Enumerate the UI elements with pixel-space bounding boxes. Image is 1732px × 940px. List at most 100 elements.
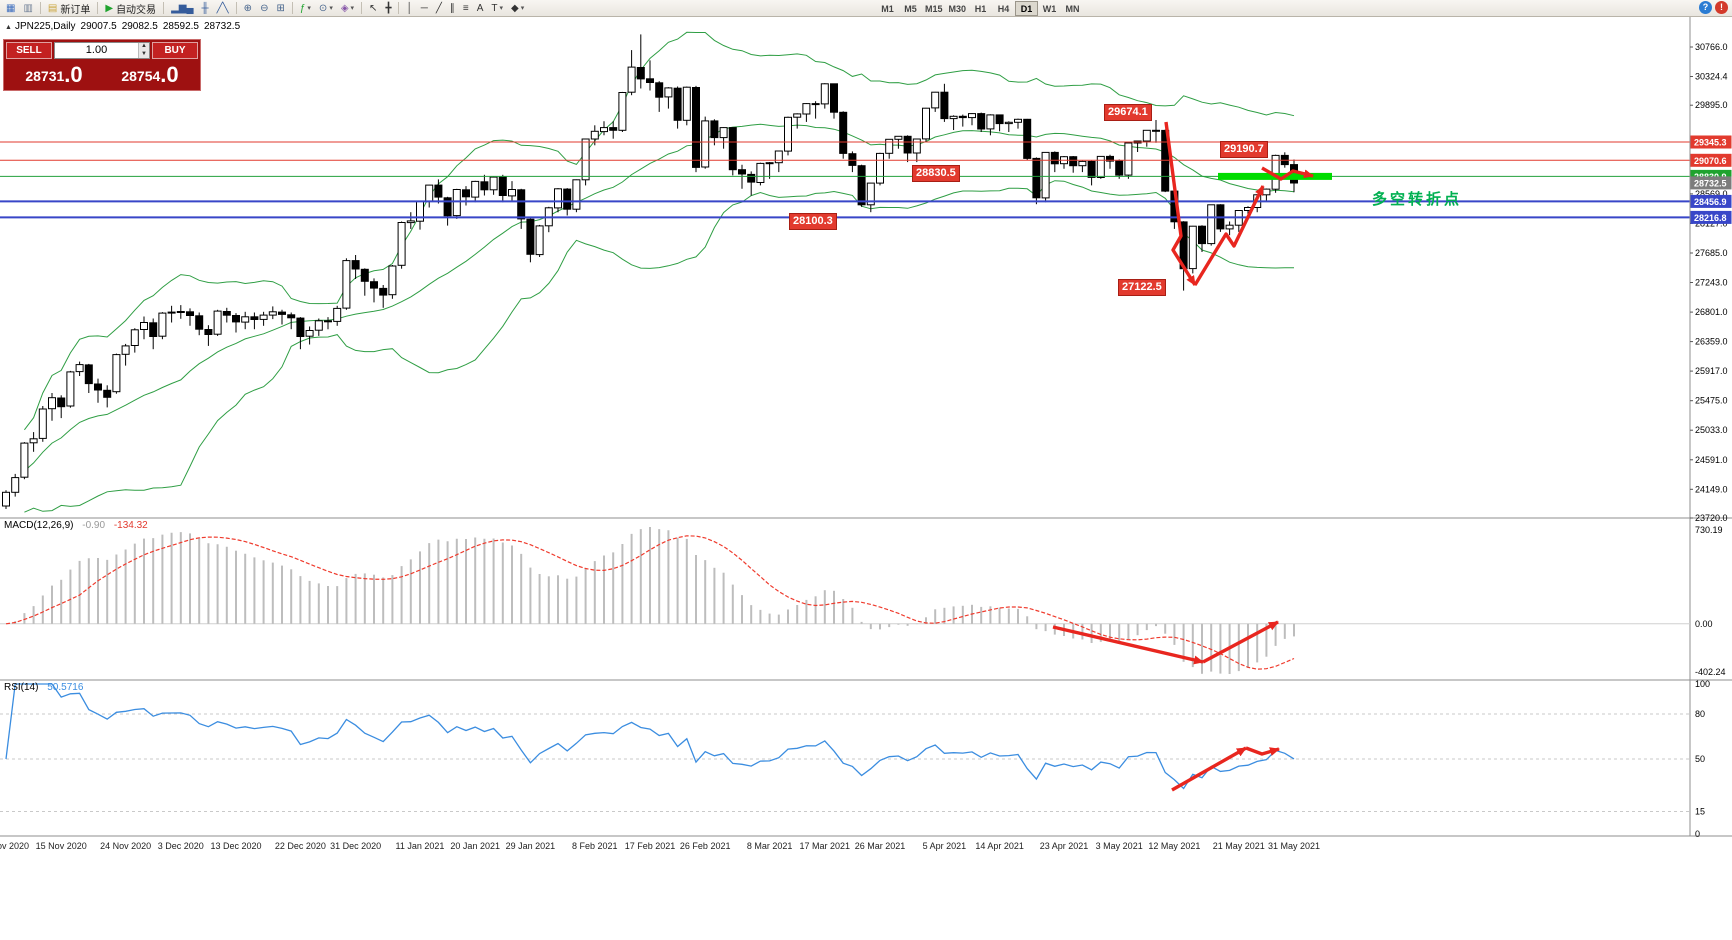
sell-button[interactable]: SELL — [6, 42, 52, 59]
svg-text:30324.4: 30324.4 — [1695, 72, 1728, 82]
periods-icon[interactable]: ⊙ ▾ — [315, 1, 337, 16]
timeframe-h4-button[interactable]: H4 — [997, 4, 1010, 14]
indicators-icon[interactable]: ƒ ▾ — [296, 1, 315, 16]
zoom-in-icon[interactable]: ⊕ — [240, 1, 256, 16]
trendline-icon[interactable]: ╱ — [432, 1, 446, 16]
rsi-line — [5, 683, 1295, 790]
svg-text:15 Nov 2020: 15 Nov 2020 — [36, 841, 87, 851]
candlestick-chart-icon[interactable]: ╫ — [198, 1, 213, 16]
sell-price[interactable]: 28731.0 — [6, 59, 102, 88]
macd-axis[interactable]: 730.19 0.00 -402.24 — [1695, 525, 1726, 677]
horizontal-line-icon[interactable]: ─ — [417, 1, 432, 16]
svg-text:13 Dec 2020: 13 Dec 2020 — [210, 841, 261, 851]
new-order-button: ▤ — [47, 2, 58, 14]
text-icon: A — [476, 2, 484, 14]
text-label-icon[interactable]: T ▾ — [487, 1, 507, 16]
caret-down-icon: ▾ — [520, 5, 525, 12]
cursor-icon[interactable]: ↖ — [365, 1, 381, 16]
vertical-line-icon[interactable]: │ — [402, 1, 416, 16]
alert-icon[interactable]: ! — [1715, 1, 1728, 14]
toolbar-group: ƒ ▾ ⊙ ▾ ◈ ▾ — [296, 1, 358, 16]
timeframe-d1-button[interactable]: D1 — [1015, 1, 1039, 16]
rsi-axis[interactable]: 100 80 50 15 0 — [1695, 679, 1710, 839]
svg-text:31 May 2021: 31 May 2021 — [1268, 841, 1320, 851]
toolbar-group: ▦ ▥ — [2, 1, 37, 16]
time-axis[interactable]: 5 Nov 2020 15 Nov 2020 24 Nov 2020 3 Dec 20… — [0, 841, 1320, 851]
tile-windows-icon[interactable]: ⊞ — [272, 1, 288, 16]
shapes-icon[interactable]: ◆ ▾ — [507, 1, 528, 16]
swing-low-label[interactable]: 27122.5 — [1118, 279, 1166, 296]
svg-text:27685.0: 27685.0 — [1695, 248, 1728, 258]
timeframe-h1-button[interactable]: H1 — [974, 4, 987, 14]
chart-symbol-ohlc: ▲ JPN225,Daily 29007.5 29082.5 28592.5 28732.… — [5, 21, 245, 32]
community-icon[interactable]: ? — [1699, 1, 1712, 14]
trendline-icon: ╱ — [435, 2, 442, 14]
price-trend-arrows[interactable] — [1164, 121, 1314, 286]
timeframe-m30-button[interactable]: M30 — [948, 4, 967, 14]
turning-point-note[interactable]: 多空转折点 — [1372, 191, 1463, 208]
swing-high-label[interactable]: 29674.1 — [1104, 104, 1152, 121]
new-order-button[interactable]: ▤ 新订单 — [44, 1, 94, 16]
line-chart-icon[interactable]: ╱╲ — [213, 1, 233, 16]
text-icon[interactable]: A — [473, 1, 488, 16]
volume-input[interactable]: 1.00 — [85, 44, 108, 56]
svg-text:26359.0: 26359.0 — [1695, 337, 1728, 347]
fibonacci-icon: ≡ — [462, 2, 469, 14]
caret-down-icon: ▾ — [329, 5, 333, 12]
caret-down-icon: ▾ — [499, 5, 503, 12]
buy-button[interactable]: BUY — [152, 42, 198, 59]
volume-decrease-button[interactable]: ▼ — [139, 50, 149, 58]
volume-increase-button[interactable]: ▲ — [139, 43, 149, 51]
new-chart-icon[interactable]: ▦ — [2, 1, 19, 16]
macd-indicator-label: MACD(12,26,9) -0.90 -134.32 — [4, 520, 148, 531]
zoom-in-icon: ⊕ — [243, 2, 253, 14]
timeframe-mn-button[interactable]: MN — [1065, 4, 1080, 14]
channel-icon[interactable]: ∥ — [446, 1, 459, 16]
bollinger-bands — [24, 31, 1295, 513]
fibonacci-icon[interactable]: ≡ — [459, 1, 473, 16]
collapse-triangle-icon[interactable]: ▲ — [5, 24, 12, 31]
channel-icon: ∥ — [449, 2, 455, 14]
timeframe-w1-button[interactable]: W1 — [1042, 4, 1057, 14]
autotrading-button[interactable]: ▶ 自动交易 — [101, 1, 160, 16]
svg-text:29 Jan 2021: 29 Jan 2021 — [506, 841, 556, 851]
rsi-trend-arrows[interactable] — [1171, 746, 1280, 792]
timeframe-m5-button[interactable]: M5 — [904, 4, 917, 14]
profiles-icon[interactable]: ▥ — [19, 1, 36, 16]
text-label-icon: T — [491, 2, 498, 14]
timeframe-m1-button[interactable]: M1 — [881, 4, 894, 14]
svg-text:-402.24: -402.24 — [1695, 667, 1726, 677]
bollinger-upper-line — [24, 31, 1295, 431]
toolbar-group: ▂▆▄ ╫ ╱╲ — [167, 1, 233, 16]
svg-text:8 Feb 2021: 8 Feb 2021 — [572, 841, 618, 851]
support-label[interactable]: 28100.3 — [789, 213, 837, 230]
horizontal-level-lines[interactable] — [0, 141, 1690, 219]
toolbar-separator — [97, 2, 99, 14]
sell-price-frac: .0 — [64, 62, 83, 87]
macd-signal-line — [5, 535, 1295, 670]
svg-text:26 Feb 2021: 26 Feb 2021 — [680, 841, 731, 851]
symbol-period-label: JPN225,Daily — [14, 21, 76, 32]
svg-text:22 Dec 2020: 22 Dec 2020 — [275, 841, 326, 851]
price-axis[interactable]: 30766.030324.429895.028569.028127.027685… — [1690, 42, 1732, 523]
templates-icon: ◈ — [340, 2, 349, 14]
svg-text:24 Nov 2020: 24 Nov 2020 — [100, 841, 151, 851]
bar-chart-icon[interactable]: ▂▆▄ — [167, 1, 197, 16]
svg-text:21 May 2021: 21 May 2021 — [1213, 841, 1265, 851]
svg-text:5 Apr 2021: 5 Apr 2021 — [923, 841, 967, 851]
svg-text:8 Mar 2021: 8 Mar 2021 — [747, 841, 793, 851]
crosshair-icon: ╋ — [385, 2, 392, 14]
timeframe-m15-button[interactable]: M15 — [925, 4, 943, 14]
svg-text:20 Jan 2021: 20 Jan 2021 — [450, 841, 500, 851]
templates-icon[interactable]: ◈ ▾ — [337, 1, 358, 16]
svg-text:23 Apr 2021: 23 Apr 2021 — [1040, 841, 1089, 851]
main-toolbar: ▦ ▥ ▤ 新订单 ▶ 自动交易 ▂▆▄ ╫ ╱╲ ⊕ ⊖ ⊞ ƒ ▾ ⊙ ▾ ◈ ▾ ↖ ╋ │ ─ ╱ ∥ ≡ A T ▾ ◆ ▾ M1… — [0, 0, 1732, 17]
caret-down-icon: ▾ — [350, 5, 355, 12]
crosshair-icon[interactable]: ╋ — [381, 1, 395, 16]
resistance-label[interactable]: 28830.5 — [912, 165, 960, 182]
zoom-out-icon[interactable]: ⊖ — [256, 1, 272, 16]
buy-price[interactable]: 28754.0 — [102, 59, 198, 88]
rebound-high-label[interactable]: 29190.7 — [1220, 141, 1268, 158]
macd-trend-arrows[interactable] — [1052, 620, 1279, 665]
